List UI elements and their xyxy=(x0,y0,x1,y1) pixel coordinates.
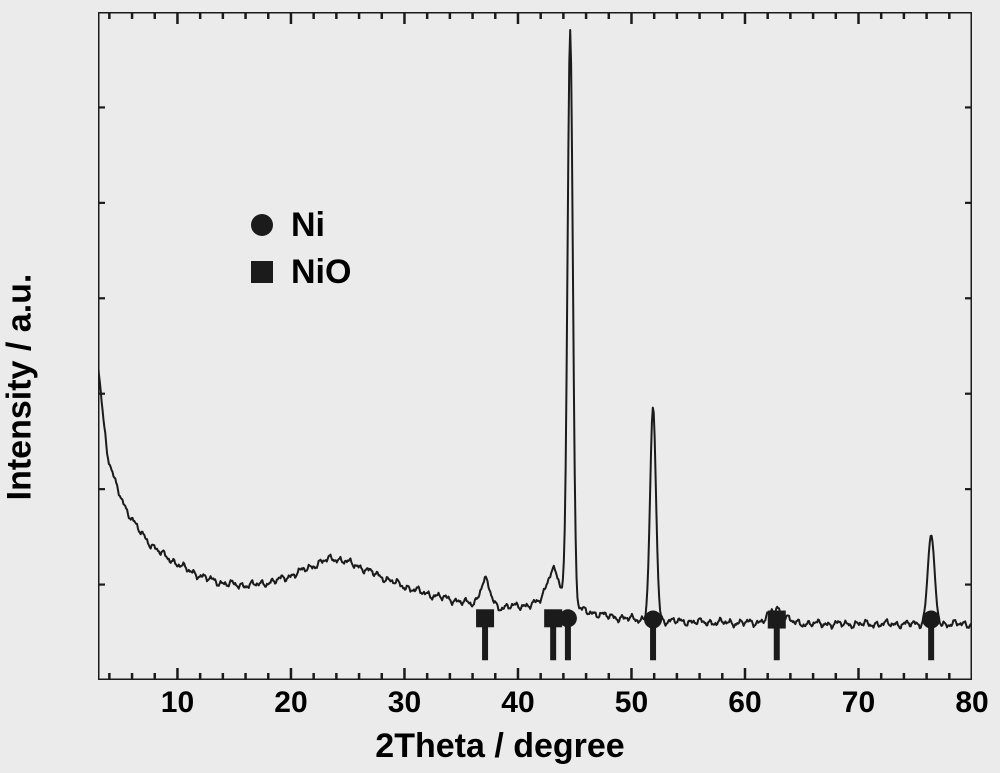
square-icon xyxy=(251,261,273,283)
x-tick-label: 80 xyxy=(955,686,988,720)
legend: Ni NiO xyxy=(251,206,351,300)
plot-svg xyxy=(98,12,972,680)
x-tick-label: 40 xyxy=(501,686,534,720)
x-tick-label: 70 xyxy=(842,686,875,720)
y-axis-label: Intensity / a.u. xyxy=(1,274,40,501)
plot-area xyxy=(98,12,972,680)
xrd-figure: Intensity / a.u. 1020304050607080 2Theta… xyxy=(28,12,972,762)
circle-icon xyxy=(251,214,273,236)
legend-label: NiO xyxy=(291,253,351,292)
legend-item: NiO xyxy=(251,253,351,292)
x-tick-label: 10 xyxy=(161,686,194,720)
x-axis-label: 2Theta / degree xyxy=(375,727,624,766)
x-tick-label: 20 xyxy=(274,686,307,720)
x-tick-label: 60 xyxy=(728,686,761,720)
x-tick-label: 50 xyxy=(615,686,648,720)
x-tick-label: 30 xyxy=(388,686,421,720)
legend-label: Ni xyxy=(291,206,325,245)
legend-item: Ni xyxy=(251,206,351,245)
